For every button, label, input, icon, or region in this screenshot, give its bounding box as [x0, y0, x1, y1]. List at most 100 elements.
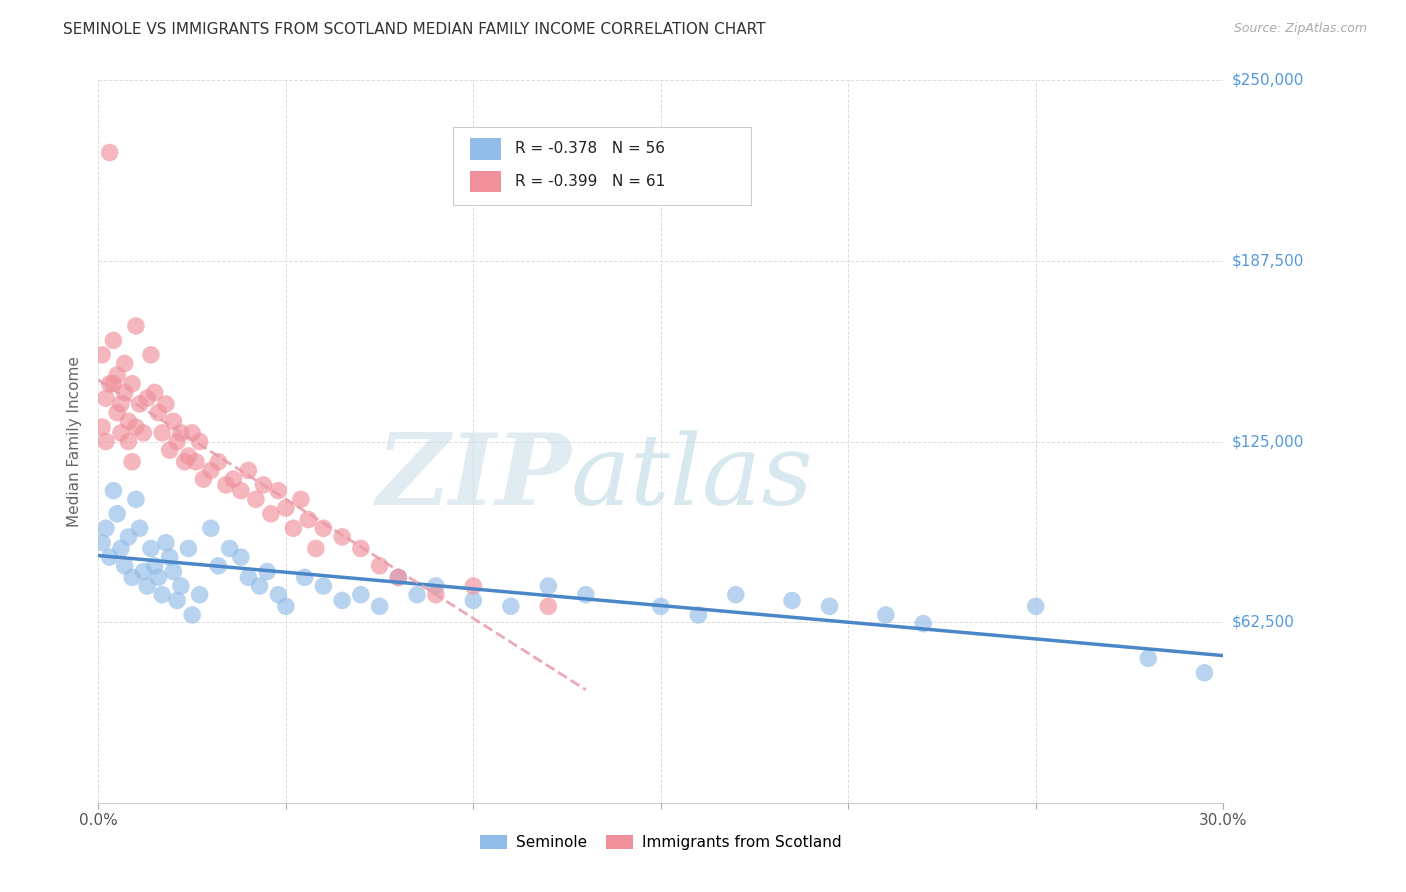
Point — [117, 530, 139, 544]
Point — [177, 541, 200, 556]
Point — [312, 521, 335, 535]
Point — [103, 376, 125, 391]
Point — [688, 607, 710, 622]
Point — [305, 541, 328, 556]
Point — [499, 599, 522, 614]
Point — [110, 541, 132, 556]
Point — [143, 385, 166, 400]
Point — [463, 593, 485, 607]
Point — [1025, 599, 1047, 614]
Point — [159, 550, 181, 565]
Point — [188, 588, 211, 602]
Point — [166, 593, 188, 607]
Point — [103, 483, 125, 498]
Point — [350, 541, 373, 556]
Point — [463, 579, 485, 593]
Point — [406, 588, 429, 602]
Point — [368, 599, 391, 614]
Point — [274, 501, 297, 516]
Point — [222, 472, 245, 486]
Point — [121, 376, 143, 391]
Point — [818, 599, 841, 614]
Point — [103, 334, 125, 348]
Point — [155, 397, 177, 411]
Point — [207, 558, 229, 573]
Point — [575, 588, 598, 602]
Point — [294, 570, 316, 584]
Point — [114, 357, 136, 371]
Text: ZIP: ZIP — [375, 429, 571, 526]
Point — [110, 397, 132, 411]
Point — [139, 348, 162, 362]
Point — [139, 541, 162, 556]
Point — [215, 478, 238, 492]
Point — [537, 579, 560, 593]
Point — [94, 434, 117, 449]
Point — [1137, 651, 1160, 665]
Point — [350, 588, 373, 602]
Point — [105, 406, 128, 420]
Point — [200, 521, 222, 535]
Point — [229, 483, 252, 498]
Point — [330, 530, 353, 544]
Point — [1194, 665, 1216, 680]
Text: Source: ZipAtlas.com: Source: ZipAtlas.com — [1233, 22, 1367, 36]
Point — [105, 368, 128, 382]
Point — [425, 579, 447, 593]
Point — [94, 521, 117, 535]
Point — [117, 434, 139, 449]
Point — [177, 449, 200, 463]
Point — [267, 483, 290, 498]
Point — [207, 455, 229, 469]
Point — [193, 472, 215, 486]
Point — [267, 588, 290, 602]
Point — [128, 397, 150, 411]
Point — [252, 478, 274, 492]
Point — [148, 406, 170, 420]
Point — [136, 391, 159, 405]
Point — [170, 425, 193, 440]
Point — [98, 550, 121, 565]
Point — [91, 535, 114, 549]
Text: R = -0.378   N = 56: R = -0.378 N = 56 — [515, 142, 665, 156]
Point — [912, 616, 935, 631]
Point — [290, 492, 312, 507]
Point — [875, 607, 897, 622]
Point — [229, 550, 252, 565]
Text: $62,500: $62,500 — [1232, 615, 1295, 630]
Bar — [470, 170, 501, 193]
Point — [91, 348, 114, 362]
Point — [98, 376, 121, 391]
Point — [162, 414, 184, 428]
Point — [260, 507, 283, 521]
Point — [188, 434, 211, 449]
Point — [114, 385, 136, 400]
Point — [387, 570, 409, 584]
Point — [368, 558, 391, 573]
Point — [121, 570, 143, 584]
Point — [125, 318, 148, 333]
Point — [125, 420, 148, 434]
Point — [155, 535, 177, 549]
Point — [121, 455, 143, 469]
Point — [181, 607, 204, 622]
Text: R = -0.399   N = 61: R = -0.399 N = 61 — [515, 174, 665, 189]
Point — [238, 463, 260, 477]
Point — [537, 599, 560, 614]
Point — [110, 425, 132, 440]
Point — [150, 425, 173, 440]
Point — [132, 565, 155, 579]
Point — [98, 145, 121, 160]
Legend: Seminole, Immigrants from Scotland: Seminole, Immigrants from Scotland — [474, 830, 848, 856]
Point — [114, 558, 136, 573]
Point — [181, 425, 204, 440]
Point — [150, 588, 173, 602]
Point — [166, 434, 188, 449]
Point — [128, 521, 150, 535]
Point — [245, 492, 267, 507]
Point — [136, 579, 159, 593]
Point — [218, 541, 240, 556]
Point — [297, 512, 319, 526]
Text: atlas: atlas — [571, 430, 814, 525]
Point — [148, 570, 170, 584]
